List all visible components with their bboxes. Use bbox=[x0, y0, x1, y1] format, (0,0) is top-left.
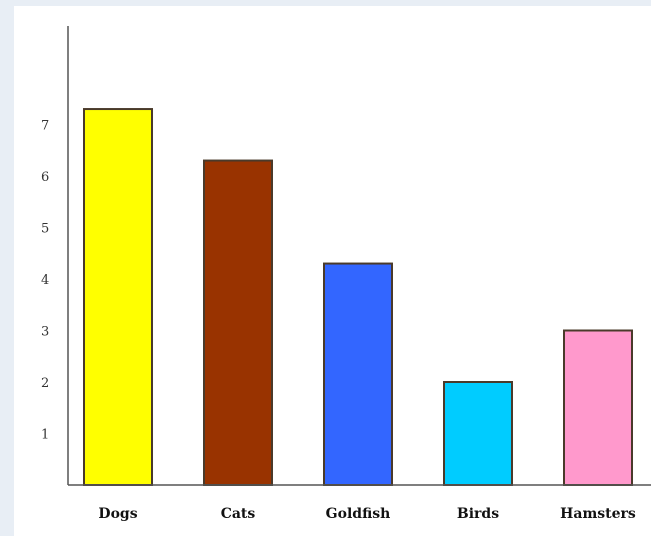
x-tick-label: Dogs bbox=[98, 506, 137, 522]
bar-cats bbox=[203, 159, 273, 487]
bar-goldfish bbox=[323, 262, 393, 486]
y-tick-label: 7 bbox=[41, 119, 49, 134]
x-tick-label: Goldfish bbox=[326, 506, 391, 522]
x-tick-label: Hamsters bbox=[560, 506, 636, 522]
x-tick-label: Cats bbox=[221, 506, 256, 522]
bar-dogs bbox=[83, 108, 153, 487]
y-tick-label: 5 bbox=[41, 222, 49, 237]
y-tick-label: 4 bbox=[41, 273, 49, 288]
bar-hamsters bbox=[563, 329, 633, 486]
bars-group bbox=[83, 108, 633, 487]
y-tick-labels: 1 2 3 4 5 6 7 bbox=[41, 119, 49, 443]
x-tick-labels: Dogs Cats Goldfish Birds Hamsters bbox=[98, 506, 636, 522]
y-tick-label: 6 bbox=[41, 170, 49, 185]
bar-birds bbox=[443, 381, 513, 486]
bar-chart: 1 2 3 4 5 6 7 Dogs Cats Goldfish Birds Hamsters bbox=[41, 26, 651, 522]
chart-panel: 1 2 3 4 5 6 7 Dogs Cats Goldfish Birds Hamsters bbox=[14, 6, 651, 536]
x-tick-label: Birds bbox=[457, 506, 499, 522]
y-tick-label: 2 bbox=[41, 376, 49, 391]
y-tick-label: 1 bbox=[41, 428, 49, 443]
y-tick-label: 3 bbox=[41, 325, 49, 340]
